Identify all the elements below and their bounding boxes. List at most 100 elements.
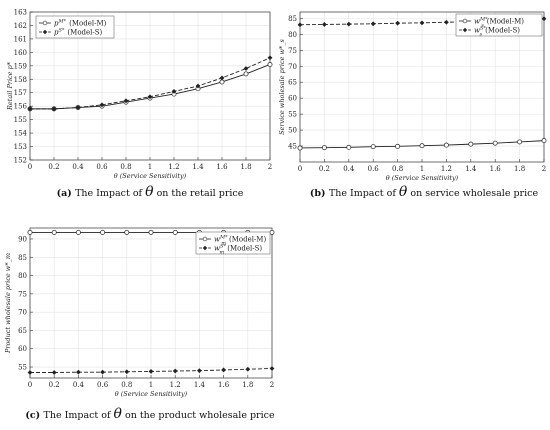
data-point — [124, 369, 130, 375]
data-point — [517, 139, 523, 145]
y-tick-label: 75 — [18, 290, 27, 298]
data-point — [395, 143, 401, 149]
data-point — [75, 105, 81, 110]
data-point — [322, 22, 327, 27]
chart-3: 0 0.2 0.4 0.6 0.8 1 1.2 1.4 1.6 1.8 2 55 60 65 70 75 80 8… — [4, 227, 275, 422]
x-tick-label: 0.8 — [120, 163, 131, 171]
x-tick-label: 1.4 — [465, 165, 477, 173]
data-point — [51, 370, 57, 375]
y-tick-label: 85 — [18, 254, 27, 262]
data-point — [346, 144, 352, 150]
y-tick-label: 162 — [14, 22, 27, 30]
y-tick-label: 153 — [14, 143, 27, 151]
chart-2: 0 0.2 0.4 0.6 0.8 1 1.2 1.4 1.6 1.8 2 45 50 55 60 65 70 7… — [278, 11, 547, 200]
legend-label: wS* s (Model-S) — [474, 26, 520, 38]
data-point — [76, 369, 81, 375]
y-axis-label: Service wholesale price w*_s — [278, 38, 286, 134]
data-point — [541, 16, 547, 22]
y-tick-label: 50 — [288, 127, 297, 135]
x-tick-label: 0.2 — [49, 381, 60, 389]
y-axis-label: Retail Price p* — [6, 61, 14, 111]
y-tick-label: 65 — [18, 327, 27, 335]
y-tick-label: 60 — [18, 345, 27, 353]
data-point — [171, 88, 177, 94]
y-tick-label: 159 — [14, 62, 27, 70]
y-tick-label: 70 — [288, 63, 297, 71]
y-tick-label: 60 — [288, 95, 297, 103]
x-tick-label: 0 — [28, 163, 32, 171]
legend: pM* (Model-M)pS* (Model-S) — [35, 15, 115, 39]
data-point — [172, 229, 178, 235]
data-point — [492, 140, 498, 146]
x-tick-label: 1.6 — [218, 381, 230, 389]
x-tick-label: 0.6 — [96, 163, 108, 171]
legend-box — [35, 15, 115, 39]
x-axis-label: θ (Service Sensitivity) — [386, 174, 459, 182]
x-tick-label: 0.4 — [343, 165, 355, 173]
data-point — [269, 229, 275, 235]
data-point — [51, 229, 57, 235]
x-tick-label: 1 — [149, 381, 153, 389]
x-tick-label: 0.8 — [121, 381, 132, 389]
legend-marker — [202, 236, 208, 242]
x-tick-label: 1.4 — [192, 163, 204, 171]
legend-label: pM* (Model-M) — [54, 19, 107, 28]
y-tick-label: 80 — [18, 272, 27, 280]
y-tick-label: 152 — [14, 157, 27, 165]
x-tick-label: 0.2 — [48, 163, 59, 171]
legend-label: wS* m (Model-S) — [214, 244, 262, 256]
chart-1: 0 0.2 0.4 0.6 0.8 1 1.2 1.4 1.6 1.8 2 152 153 154 155 1… — [6, 9, 273, 200]
data-point — [27, 229, 33, 235]
x-tick-label: 1.8 — [514, 165, 525, 173]
y-tick-label: 160 — [14, 49, 27, 57]
y-tick-label: 161 — [14, 35, 27, 43]
data-point — [297, 22, 303, 28]
x-axis-label: θ (Service Sensitivity) — [115, 390, 188, 398]
data-point — [419, 143, 425, 149]
data-point — [99, 102, 105, 108]
x-tick-label: 0 — [28, 381, 32, 389]
data-point — [51, 106, 57, 112]
figure-caption: (c) The Impact of θ on the product whole… — [25, 406, 275, 422]
data-point — [443, 142, 449, 148]
x-tick-label: 0.8 — [392, 165, 403, 173]
data-point — [370, 21, 376, 27]
figure-caption: (b) The Impact of θ on service wholesale… — [310, 184, 539, 200]
legend-marker — [462, 27, 468, 33]
x-tick-label: 1.2 — [441, 165, 452, 173]
data-point — [100, 369, 105, 375]
y-tick-label: 45 — [288, 143, 297, 151]
data-point — [148, 369, 154, 374]
legend-label: wM* m (Model-M) — [214, 235, 266, 247]
data-point — [321, 145, 327, 151]
data-point — [245, 366, 251, 372]
x-tick-label: 1 — [420, 165, 424, 173]
data-point — [370, 144, 376, 150]
data-point — [219, 79, 225, 85]
legend-label: pS* (Model-S) — [54, 28, 103, 37]
data-point — [243, 66, 249, 71]
y-tick-label: 90 — [18, 235, 27, 243]
legend-marker — [42, 29, 48, 35]
data-point — [124, 229, 130, 235]
y-tick-label: 80 — [288, 31, 297, 39]
legend: wM* m (Model-M)wS* m (Model-S) — [195, 231, 271, 256]
data-point — [221, 367, 226, 373]
legend-marker — [202, 245, 208, 251]
y-tick-label: 163 — [14, 9, 27, 17]
data-point — [541, 138, 547, 144]
x-tick-label: 1.8 — [242, 381, 253, 389]
x-tick-label: 1 — [148, 163, 152, 171]
data-point — [147, 94, 153, 100]
data-point — [395, 20, 400, 26]
data-point — [297, 145, 303, 151]
x-tick-label: 0.6 — [368, 165, 380, 173]
data-point — [219, 75, 225, 81]
x-tick-label: 0.4 — [73, 381, 85, 389]
data-point — [468, 141, 474, 147]
data-point — [172, 368, 178, 374]
legend-label: wM* s (Model-M) — [474, 17, 524, 29]
x-tick-label: 1.6 — [490, 165, 502, 173]
data-point — [197, 368, 202, 374]
